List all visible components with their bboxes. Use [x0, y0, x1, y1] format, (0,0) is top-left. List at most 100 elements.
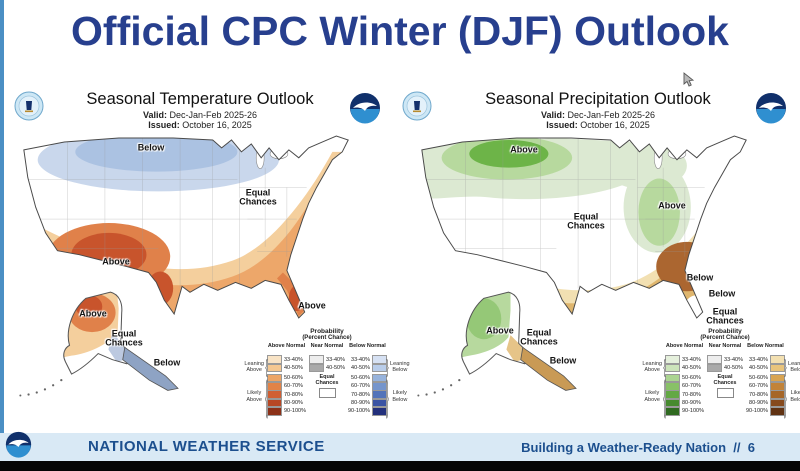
- legend-row: 33-40%: [664, 355, 704, 364]
- legend-swatch: [664, 382, 680, 391]
- legend-percent-label: 90-100%: [283, 408, 307, 415]
- legend-percent-label: 50-60%: [351, 374, 371, 381]
- legend-swatch: [266, 373, 282, 383]
- legend-percent-label: 60-70%: [351, 383, 371, 390]
- legend-row: 60-70%: [746, 382, 786, 391]
- legend-percent-label: 90-100%: [347, 408, 371, 415]
- legend-percent-label: 33-40%: [749, 356, 769, 363]
- issued-line: Issued: October 16, 2025: [440, 120, 756, 130]
- legend-swatch: [266, 382, 282, 391]
- dept-of-commerce-seal-icon: [14, 91, 44, 121]
- alaska-inset-precipitation: [417, 291, 577, 397]
- legend-percent-label: 40-50%: [681, 364, 701, 371]
- legend-swatch: [770, 407, 786, 416]
- precipitation-outlook-panel: Seasonal Precipitation Outlook Valid: De…: [402, 88, 800, 433]
- legend-row: 70-80%: [348, 390, 388, 399]
- above-normal-header: Above Normal: [665, 343, 704, 349]
- legend-swatch: [372, 355, 388, 364]
- alaska-panhandle: [122, 346, 179, 391]
- noaa-logo-icon: [349, 92, 381, 124]
- legend-percent-label: 70-80%: [681, 391, 701, 398]
- legend-row: 70-80%: [746, 390, 786, 399]
- valid-line: Valid: Dec-Jan-Feb 2025-26: [42, 110, 358, 120]
- legend-percent-label: 90-100%: [745, 408, 769, 415]
- legend-swatch: [770, 398, 786, 408]
- legend-swatch: [664, 407, 680, 416]
- precip-label-below-florida: Below: [708, 288, 736, 299]
- issued-value: October 16, 2025: [182, 120, 252, 130]
- noaa-logo-icon: [755, 92, 787, 124]
- issued-value: October 16, 2025: [580, 120, 650, 130]
- mouse-cursor: [683, 72, 695, 93]
- legend-percent-label: 33-40%: [351, 356, 371, 363]
- equal-chances-swatch: [318, 388, 336, 399]
- footer-bar: NATIONAL WEATHER SERVICE Building a Weat…: [0, 431, 800, 461]
- legend-swatch: [707, 363, 723, 373]
- legend-swatch: [372, 407, 388, 416]
- nws-wordmark: NATIONAL WEATHER SERVICE: [88, 438, 325, 455]
- slide-title: Official CPC Winter (DJF) Outlook: [71, 8, 729, 54]
- legend-percent-label: 60-70%: [749, 383, 769, 390]
- temp-label-below-north: Below: [137, 142, 165, 153]
- likely-above-label: Likely Above: [244, 377, 264, 416]
- legend-swatch: [770, 382, 786, 391]
- temp-label-above-southwest: Above: [102, 256, 130, 267]
- probability-legend-precipitation: Probability (Percent Chance) Leaning Abo…: [642, 328, 800, 416]
- legend-percent-label: 33-40%: [724, 356, 743, 363]
- legend-row: 40-50%: [664, 363, 704, 373]
- valid-label: Valid:: [142, 110, 167, 120]
- legend-row: 40-50%: [707, 363, 743, 373]
- equal-chances-key: Equal Chances: [309, 374, 345, 399]
- legend-percent-label: 40-50%: [283, 364, 303, 371]
- temp-label-above-florida: Above: [298, 300, 326, 311]
- legend-swatch: [266, 363, 282, 373]
- legend-row: 40-50%: [746, 363, 786, 373]
- legend-row: 33-40%: [309, 355, 345, 364]
- noaa-logo-icon: [5, 431, 32, 458]
- legend-row: 50-60%: [348, 373, 388, 383]
- leaning-above-label: Leaning Above: [642, 357, 662, 377]
- dept-of-commerce-seal-icon: [402, 91, 432, 121]
- legend-swatch: [309, 355, 325, 364]
- leaning-below-label: Leaning Below: [390, 357, 410, 377]
- legend-row: 90-100%: [347, 407, 388, 416]
- legend-swatch: [372, 363, 388, 373]
- valid-value: Dec-Jan-Feb 2025-26: [567, 110, 656, 120]
- state-boundaries: [23, 138, 307, 290]
- legend-row: 33-40%: [746, 355, 786, 364]
- alaska-inset-temperature: [19, 291, 179, 397]
- legend-right-labels: Leaning Below Likely Below: [788, 343, 800, 416]
- precip-likely-below-core: [656, 241, 718, 292]
- alaska-panhandle: [520, 346, 577, 391]
- legend-percent-label: 60-70%: [681, 383, 701, 390]
- legend-swatch: [372, 390, 388, 399]
- map-title: Seasonal Precipitation Outlook: [485, 90, 711, 108]
- near-normal-header: Near Normal: [310, 343, 344, 349]
- equal-chances-swatch: [716, 388, 734, 399]
- likely-below-label: Likely Below: [390, 377, 410, 416]
- legend-row: 70-80%: [266, 390, 306, 399]
- valid-line: Valid: Dec-Jan-Feb 2025-26: [440, 110, 756, 120]
- conus-map-temperature: [23, 135, 349, 319]
- legend-swatch: [372, 382, 388, 391]
- likely-below-label: Likely Below: [788, 377, 800, 416]
- precip-label-equal-chances: Equal Chances: [567, 211, 605, 231]
- legend-swatch: [664, 398, 680, 408]
- legend-row: 50-60%: [746, 373, 786, 383]
- lake-michigan: [255, 146, 265, 169]
- legend-percent-label: 40-50%: [724, 364, 743, 371]
- legend-percent-label: 50-60%: [283, 374, 303, 381]
- legend-row: 60-70%: [266, 382, 306, 391]
- issued-line: Issued: October 16, 2025: [42, 120, 358, 130]
- legend-row: 90-100%: [664, 407, 704, 416]
- near-normal-header: Near Normal: [708, 343, 742, 349]
- precip-label-below-southeast: Below: [686, 272, 714, 283]
- legend-row: 60-70%: [664, 382, 704, 391]
- tagline-separator: //: [733, 440, 741, 455]
- legend-percent-label: 80-90%: [351, 400, 371, 407]
- aleutian-islands: [417, 379, 461, 397]
- legend-subtitle: (Percent Chance): [700, 335, 750, 341]
- legend-left-labels: Leaning Above Likely Above: [244, 343, 264, 416]
- legend-title: Probability: [708, 328, 742, 335]
- precip-likely-above-core: [469, 139, 549, 168]
